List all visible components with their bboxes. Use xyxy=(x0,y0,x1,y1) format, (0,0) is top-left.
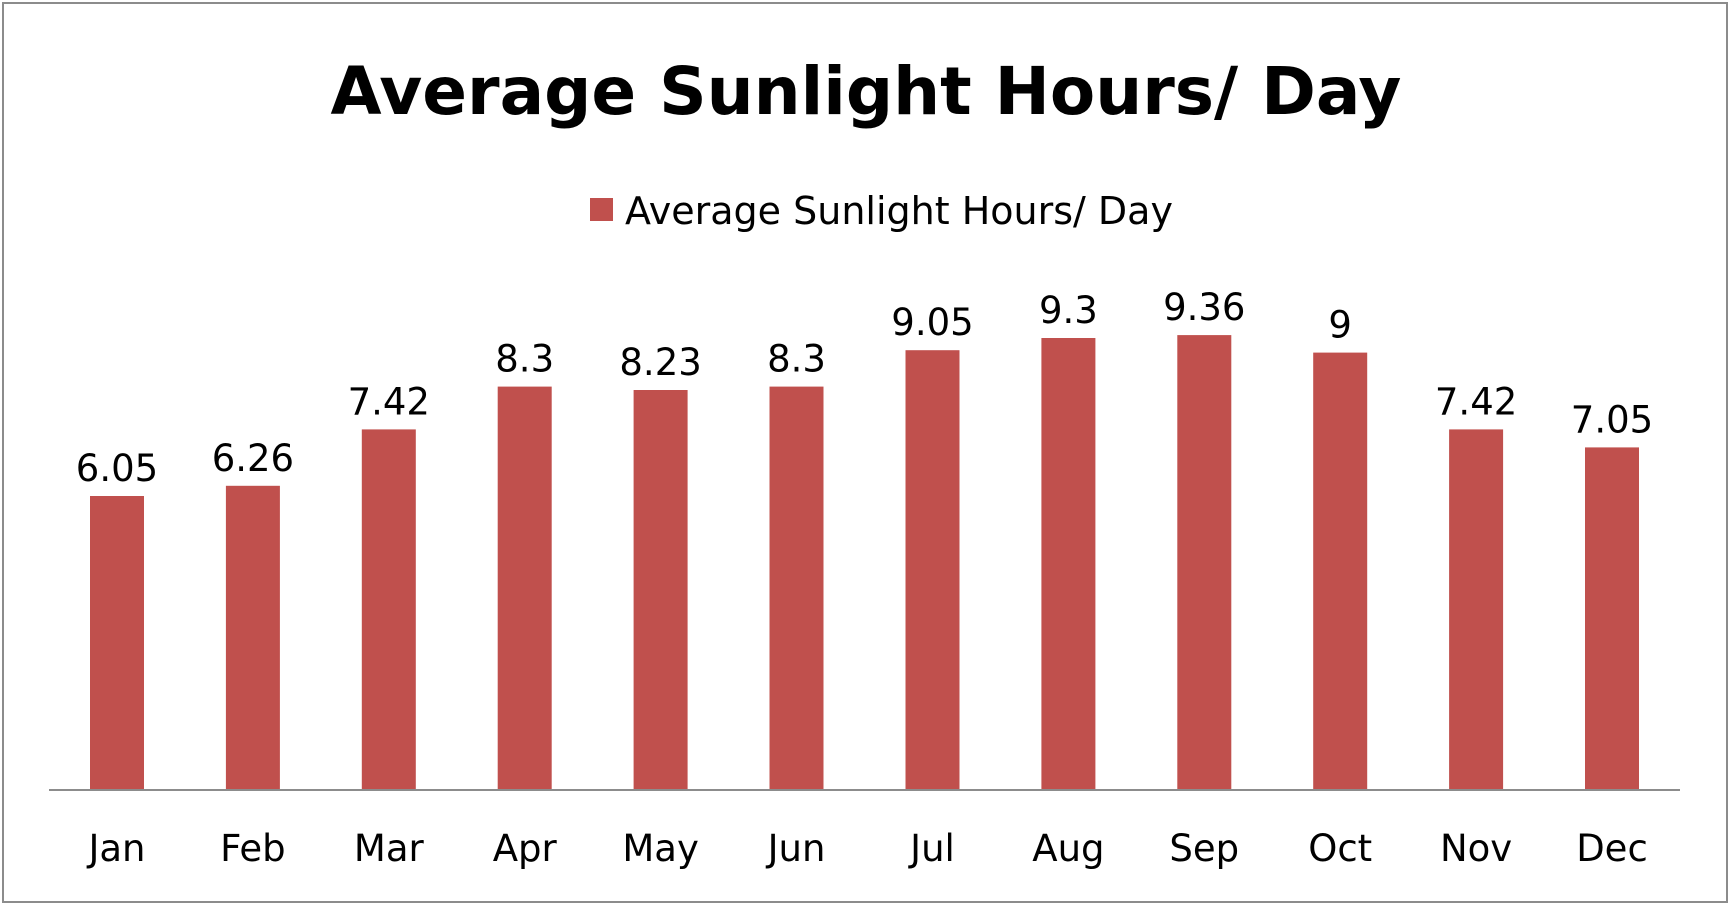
bar-mar xyxy=(361,429,416,790)
data-label-jun: 8.3 xyxy=(767,338,826,381)
legend-swatch xyxy=(590,198,613,221)
data-label-jan: 6.05 xyxy=(76,447,158,490)
tick-label-nov: Nov xyxy=(1440,827,1512,870)
bar-series xyxy=(90,335,1639,790)
tick-label-sep: Sep xyxy=(1169,827,1239,870)
bar-apr xyxy=(497,386,552,790)
data-label-oct: 9 xyxy=(1328,304,1352,347)
tick-label-mar: Mar xyxy=(354,827,425,870)
tick-label-may: May xyxy=(622,827,699,870)
tick-label-dec: Dec xyxy=(1576,827,1648,870)
bar-jul xyxy=(905,350,960,790)
data-label-dec: 7.05 xyxy=(1571,398,1653,441)
legend-label: Average Sunlight Hours/ Day xyxy=(625,189,1173,233)
tick-label-jun: Jun xyxy=(766,827,826,870)
data-label-feb: 6.26 xyxy=(212,437,294,480)
x-axis-tick-labels: Jan Feb Mar Apr May Jun Jul Aug Sep Oct Nov Dec xyxy=(86,827,1647,870)
tick-label-feb: Feb xyxy=(220,827,286,870)
bar-dec xyxy=(1585,447,1639,790)
tick-label-jan: Jan xyxy=(86,827,145,870)
bar-may xyxy=(633,390,688,790)
tick-label-jul: Jul xyxy=(908,827,955,870)
bar-oct xyxy=(1313,352,1368,790)
data-label-may: 8.23 xyxy=(619,341,701,384)
data-label-apr: 8.3 xyxy=(495,338,554,381)
tick-label-oct: Oct xyxy=(1308,827,1372,870)
bar-jan xyxy=(90,496,144,790)
bar-jun xyxy=(769,386,824,790)
chart-title: Average Sunlight Hours/ Day xyxy=(331,53,1402,130)
bar-sep xyxy=(1177,335,1232,790)
data-label-aug: 9.3 xyxy=(1039,289,1098,332)
data-label-sep: 9.36 xyxy=(1163,286,1245,329)
tick-label-aug: Aug xyxy=(1032,827,1104,870)
legend: Average Sunlight Hours/ Day xyxy=(590,189,1173,233)
bar-nov xyxy=(1449,429,1504,790)
data-label-mar: 7.42 xyxy=(348,380,430,423)
bar-aug xyxy=(1041,338,1096,790)
data-label-nov: 7.42 xyxy=(1435,380,1517,423)
data-labels: 6.05 6.26 7.42 8.3 8.23 8.3 9.05 9.3 9.36 9 7.42 7.… xyxy=(76,286,1653,490)
data-label-jul: 9.05 xyxy=(891,301,973,344)
bar-feb xyxy=(225,485,280,790)
tick-label-apr: Apr xyxy=(493,827,558,870)
